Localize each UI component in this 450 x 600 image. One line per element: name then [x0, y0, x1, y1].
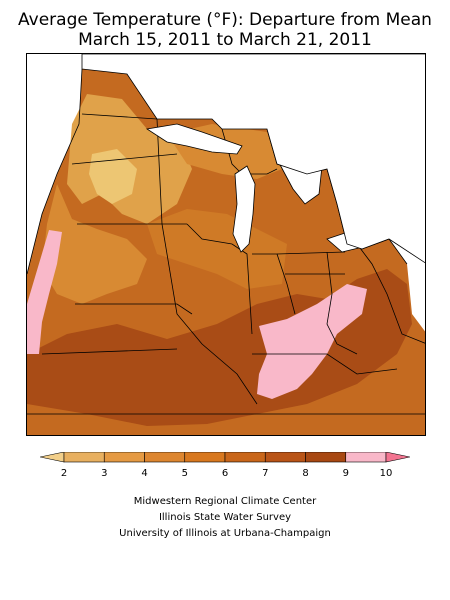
- region-pink-ohio-valley: [257, 284, 367, 399]
- region-lightest-core: [89, 149, 137, 204]
- legend-bin-8: [305, 451, 347, 463]
- legend-bin-above-10: [385, 451, 411, 463]
- legend-label: 9: [342, 468, 349, 479]
- lake-michigan: [232, 165, 256, 253]
- legend-label: 2: [60, 468, 68, 479]
- lake-superior: [145, 123, 243, 155]
- temperature-departure-map: [26, 53, 426, 436]
- map-title: Average Temperature (°F): Departure from…: [18, 10, 432, 30]
- legend-label: 5: [181, 468, 188, 479]
- legend-bin-below-2: [39, 451, 65, 463]
- region-mid-northwest: [42, 184, 147, 304]
- legend-label: 3: [101, 468, 108, 479]
- region-pink-west: [27, 230, 62, 354]
- credit-line-3: University of Illinois at Urbana-Champai…: [119, 528, 331, 539]
- legend-bin-2: [63, 451, 105, 463]
- state-boundaries: [27, 68, 425, 415]
- legend-bins: [39, 451, 411, 463]
- region-midstrong-central: [147, 209, 287, 289]
- legend-bin-7: [264, 451, 306, 463]
- color-legend: 2 3 4 5 6 7 8 9 10: [39, 451, 411, 482]
- legend-bin-4: [144, 451, 186, 463]
- legend-bin-3: [103, 451, 145, 463]
- canada-area: [81, 54, 425, 264]
- legend-label: 10: [379, 468, 393, 479]
- legend-label: 7: [262, 468, 269, 479]
- map-canvas: [27, 54, 425, 435]
- map-date-range: March 15, 2011 to March 21, 2011: [78, 30, 372, 50]
- credit-line-2: Illinois State Water Survey: [158, 512, 292, 523]
- legend-label: 4: [141, 468, 148, 479]
- legend-label: 6: [221, 468, 229, 479]
- credit-line-1: Midwestern Regional Climate Center: [133, 496, 317, 507]
- legend-bin-5: [184, 451, 226, 463]
- legend-bin-6: [224, 451, 266, 463]
- legend-colorbar: [39, 451, 411, 463]
- legend-bin-9: [345, 451, 387, 463]
- legend-label: 8: [302, 468, 309, 479]
